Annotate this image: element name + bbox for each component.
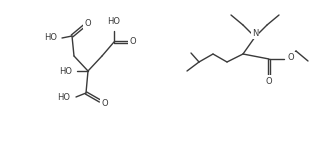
Text: O: O xyxy=(85,18,91,27)
Text: O: O xyxy=(288,53,294,62)
Text: HO: HO xyxy=(108,17,121,27)
Text: O: O xyxy=(102,99,108,107)
Text: HO: HO xyxy=(57,93,70,103)
Text: HO: HO xyxy=(59,67,72,75)
Text: N: N xyxy=(252,28,258,38)
Text: HO: HO xyxy=(44,34,57,42)
Text: O: O xyxy=(130,38,136,47)
Text: O: O xyxy=(266,77,272,85)
